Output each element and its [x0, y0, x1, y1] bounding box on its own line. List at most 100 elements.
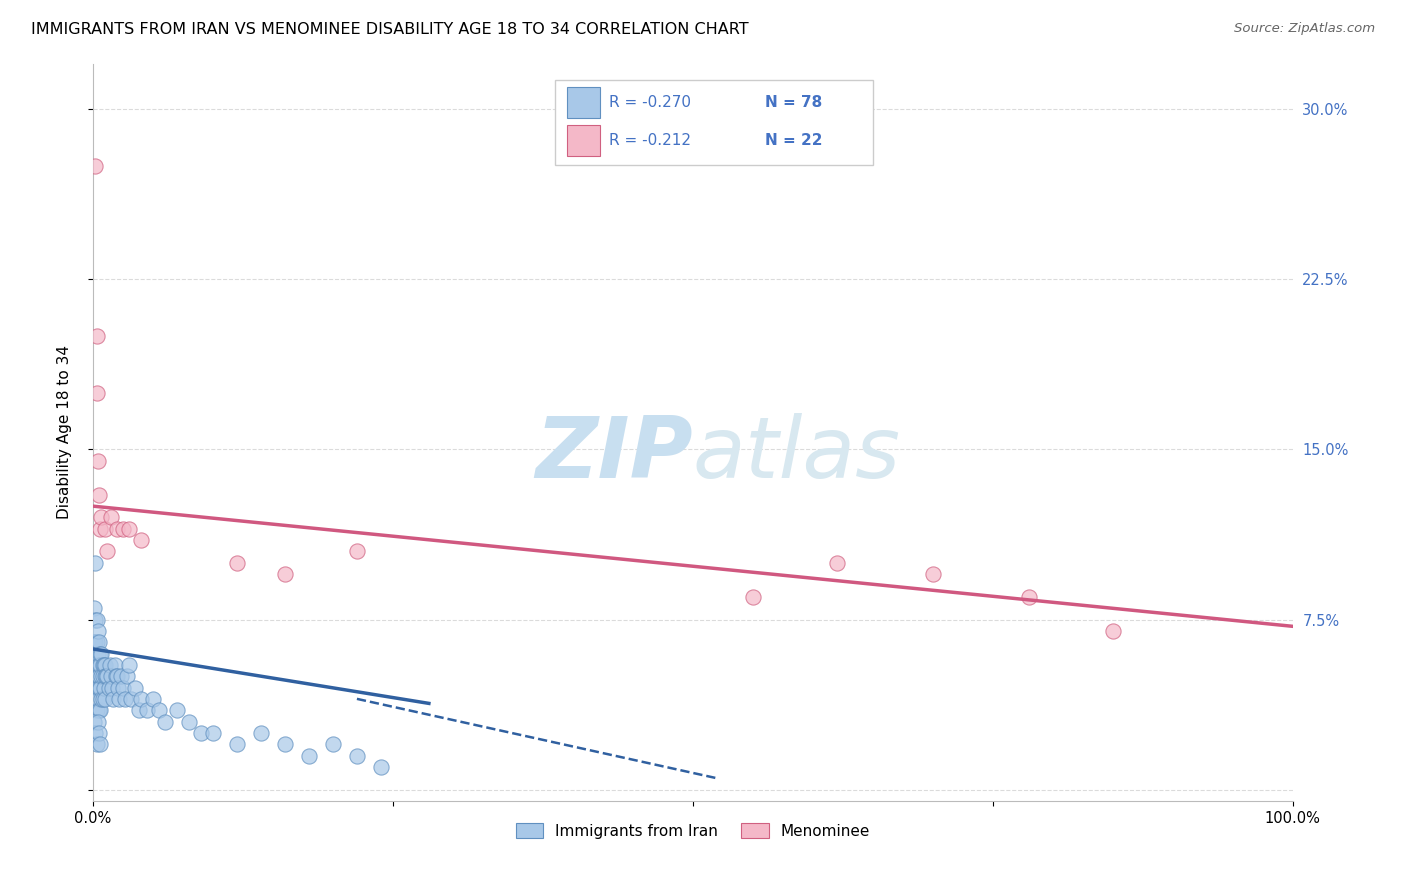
Point [166, 703, 188, 717]
Point [86, 329, 108, 343]
Point [250, 726, 273, 740]
Point [128, 703, 150, 717]
FancyBboxPatch shape [567, 87, 600, 118]
Point [346, 748, 368, 763]
FancyBboxPatch shape [555, 80, 873, 165]
Text: Source: ZipAtlas.com: Source: ZipAtlas.com [1234, 22, 1375, 36]
Point [87, 681, 110, 695]
Point [93, 681, 115, 695]
Text: IMMIGRANTS FROM IRAN VS MENOMINEE DISABILITY AGE 18 TO 34 CORRELATION CHART: IMMIGRANTS FROM IRAN VS MENOMINEE DISABI… [31, 22, 748, 37]
Point [111, 681, 134, 695]
Y-axis label: Disability Age 18 to 34: Disability Age 18 to 34 [58, 345, 72, 519]
Point [190, 726, 212, 740]
Point [107, 681, 129, 695]
Point [322, 737, 344, 751]
Point [87, 488, 110, 502]
Point [124, 681, 146, 695]
Text: R = -0.212: R = -0.212 [609, 133, 690, 148]
Point [100, 669, 122, 683]
Point [87, 726, 110, 740]
Point [90, 669, 112, 683]
Point [91, 691, 114, 706]
Point [114, 691, 136, 706]
Point [129, 533, 152, 548]
Point [91, 657, 114, 672]
Point [89, 737, 111, 751]
Point [87, 454, 110, 468]
Point [921, 567, 943, 582]
Point [118, 522, 141, 536]
Point [93, 657, 115, 672]
Point [100, 510, 122, 524]
Point [96, 544, 118, 558]
Point [94, 657, 117, 672]
FancyBboxPatch shape [567, 125, 600, 156]
Point [86, 681, 108, 695]
Point [90, 510, 112, 524]
Point [136, 703, 159, 717]
Point [741, 590, 763, 604]
Text: ZIP: ZIP [536, 413, 693, 496]
Text: N = 22: N = 22 [765, 133, 823, 148]
Point [298, 748, 321, 763]
Point [87, 714, 110, 729]
Point [91, 669, 114, 683]
Text: atlas: atlas [693, 413, 901, 496]
Legend: Immigrants from Iran, Menominee: Immigrants from Iran, Menominee [509, 817, 876, 845]
Point [87, 647, 110, 661]
Point [94, 522, 117, 536]
Point [89, 647, 111, 661]
Point [129, 691, 152, 706]
Point [110, 669, 132, 683]
Point [97, 681, 120, 695]
Point [94, 669, 117, 683]
Point [87, 657, 110, 672]
Point [83, 635, 105, 649]
Point [86, 613, 108, 627]
Point [226, 556, 249, 570]
Point [86, 385, 108, 400]
Point [825, 556, 848, 570]
Point [84, 726, 107, 740]
Point [104, 669, 127, 683]
Point [87, 635, 110, 649]
Point [120, 691, 142, 706]
Point [101, 681, 124, 695]
Point [84, 635, 107, 649]
Point [274, 567, 297, 582]
Point [89, 703, 111, 717]
Point [98, 657, 121, 672]
Point [115, 669, 138, 683]
Point [96, 669, 118, 683]
Point [105, 669, 128, 683]
Point [94, 691, 117, 706]
Point [142, 691, 165, 706]
Point [86, 737, 108, 751]
Point [96, 669, 118, 683]
Point [370, 760, 392, 774]
Point [108, 691, 131, 706]
Point [86, 657, 108, 672]
Point [83, 601, 105, 615]
Point [86, 635, 108, 649]
Point [1101, 624, 1123, 638]
Point [153, 714, 176, 729]
Point [83, 714, 105, 729]
Point [89, 681, 111, 695]
Point [89, 657, 111, 672]
Point [111, 522, 134, 536]
Point [87, 703, 110, 717]
Point [104, 657, 127, 672]
Point [103, 691, 125, 706]
Point [87, 624, 110, 638]
Point [346, 544, 368, 558]
Point [84, 159, 107, 173]
Text: R = -0.270: R = -0.270 [609, 95, 690, 110]
Point [201, 726, 224, 740]
Point [90, 691, 112, 706]
Point [84, 613, 107, 627]
Point [1018, 590, 1040, 604]
Point [90, 647, 112, 661]
Point [87, 669, 110, 683]
Point [105, 522, 128, 536]
